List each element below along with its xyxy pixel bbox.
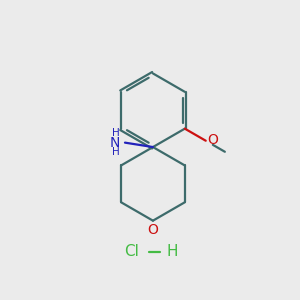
Text: O: O bbox=[207, 133, 218, 147]
Text: H: H bbox=[112, 147, 120, 157]
Text: H: H bbox=[166, 244, 178, 259]
Text: N: N bbox=[109, 136, 120, 150]
Text: O: O bbox=[148, 223, 158, 237]
Text: Cl: Cl bbox=[124, 244, 139, 259]
Text: H: H bbox=[112, 128, 120, 138]
